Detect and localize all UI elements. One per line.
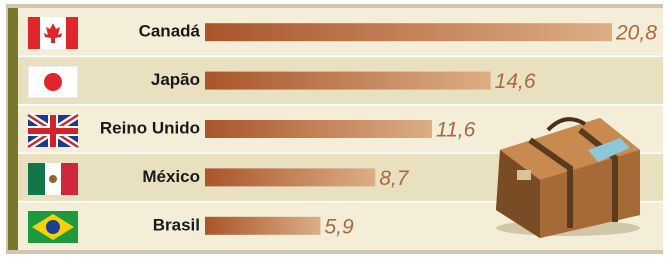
- value-label: 14,6: [495, 70, 536, 93]
- flag-uk: [28, 115, 78, 147]
- category-label: Brasil: [153, 215, 200, 234]
- side-strip: [8, 8, 18, 250]
- value-label: 8,7: [379, 167, 410, 190]
- bar: [205, 120, 432, 138]
- flag-mexico: [28, 163, 78, 195]
- flag-brazil: [28, 211, 78, 243]
- category-label: Reino Unido: [100, 118, 200, 137]
- value-label: 11,6: [436, 119, 476, 142]
- category-label: Canadá: [139, 22, 201, 41]
- category-label: México: [142, 167, 200, 186]
- bar: [205, 23, 612, 41]
- flag-japan: [28, 66, 78, 98]
- value-label: 5,9: [324, 215, 354, 238]
- flag-canada: [28, 17, 78, 49]
- bar: [205, 72, 491, 90]
- page: Canadá 20,8 Japão 14,6 Reino Unido 11,6 México…: [0, 0, 667, 257]
- bar: [205, 168, 375, 186]
- bar: [205, 217, 320, 235]
- category-label: Japão: [151, 70, 200, 89]
- chart: Canadá 20,8 Japão 14,6 Reino Unido 11,6 México…: [0, 0, 667, 257]
- value-label: 20,8: [615, 22, 657, 45]
